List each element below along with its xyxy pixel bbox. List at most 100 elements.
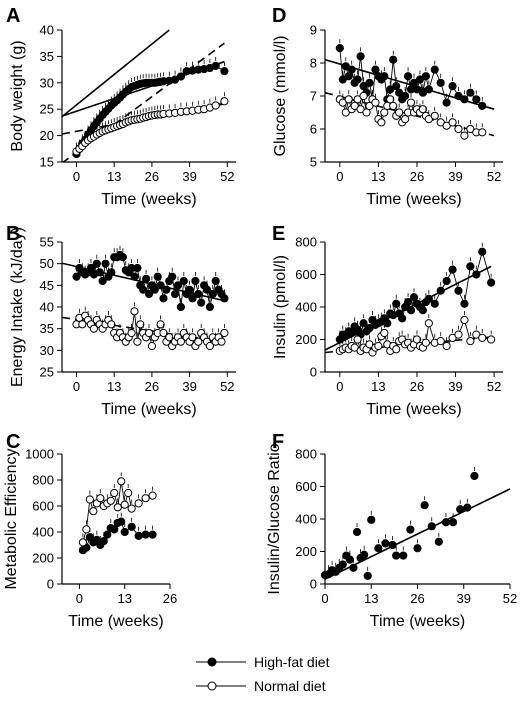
filled-point (463, 503, 472, 512)
filled-point (148, 530, 157, 539)
legend-item: Normal diet (196, 678, 326, 694)
filled-point (403, 298, 413, 307)
filled-point (466, 88, 475, 97)
filled-point (383, 319, 392, 328)
open-point (133, 337, 142, 346)
filled-point (434, 537, 443, 546)
x-tick-label: 39 (448, 169, 462, 184)
x-tick-label: 0 (336, 169, 343, 184)
panel-a: A 15 20 25 30 35 40 0 13 26 39 52 Time (weeks) Body w… (6, 5, 236, 208)
y-tick-label: 200 (295, 332, 317, 347)
filled-point (442, 98, 451, 107)
filled-point (335, 44, 344, 53)
open-point (395, 108, 404, 117)
filled-point (478, 101, 487, 111)
filled-point (191, 276, 200, 286)
x-tick-label: 0 (73, 379, 80, 394)
open-point (478, 333, 487, 342)
filled-point (72, 272, 81, 281)
y-tick-label: 30 (40, 343, 54, 358)
open-point (406, 98, 416, 107)
open-point (159, 328, 168, 338)
open-point (374, 341, 383, 351)
open-point (448, 118, 457, 127)
open-point (386, 95, 395, 104)
x-tick-label: 26 (145, 169, 159, 184)
filled-point (456, 505, 465, 514)
y-tick-label: 0 (310, 577, 317, 592)
filled-point (353, 75, 362, 84)
open-point (148, 491, 157, 500)
open-point (106, 496, 115, 505)
filled-point (99, 537, 108, 546)
y-tick-label: 15 (40, 155, 54, 170)
x-tick-label: 26 (410, 379, 424, 394)
legend-item: High-fat diet (196, 654, 330, 670)
y-tick-label: 50 (40, 256, 54, 271)
x-tick-label: 26 (163, 591, 177, 606)
filled-point (430, 65, 439, 74)
y-tick-label: 20 (40, 128, 54, 143)
y-axis-title: Energy Intake (kJ/day) (9, 227, 26, 387)
filled-point (365, 78, 374, 87)
filled-point (103, 530, 112, 539)
filled-point (176, 302, 185, 312)
filled-point (389, 55, 398, 64)
x-axis-title: Time (weeks) (101, 191, 196, 208)
open-point (188, 333, 197, 342)
filled-point (392, 299, 401, 308)
filled-point (448, 518, 458, 527)
filled-point (392, 551, 401, 560)
x-axis-title: Time (weeks) (370, 613, 465, 630)
open-point (89, 507, 98, 516)
open-point (430, 111, 439, 120)
high-fat-series (320, 466, 479, 580)
filled-point (120, 527, 129, 537)
legend-marker (207, 657, 217, 667)
open-point (127, 504, 136, 513)
filled-point (359, 319, 368, 328)
x-axis-title: Time (weeks) (366, 401, 461, 418)
x-tick-label: 52 (503, 591, 517, 606)
filled-point (371, 65, 380, 74)
panel-letter: F (272, 431, 284, 453)
filled-point (401, 91, 410, 101)
open-point (117, 477, 126, 486)
filled-point (436, 78, 445, 87)
filled-point (427, 522, 436, 531)
filled-point (202, 285, 212, 294)
filled-point (142, 274, 151, 283)
high-fat-series (335, 242, 496, 344)
open-point (89, 324, 99, 333)
x-tick-label: 52 (220, 379, 234, 394)
filled-point (117, 517, 126, 526)
filled-point (171, 289, 180, 299)
open-point (412, 335, 422, 344)
filled-point (179, 276, 188, 286)
y-tick-label: 35 (40, 321, 54, 336)
x-tick-label: 0 (336, 379, 343, 394)
normal-series (335, 311, 496, 357)
y-tick-label: 5 (310, 155, 317, 170)
filled-point (347, 65, 356, 74)
filled-point (403, 72, 413, 81)
y-tick-label: 800 (295, 235, 317, 250)
filled-point (127, 522, 136, 531)
panel-letter: E (272, 223, 285, 245)
series-line (76, 254, 225, 308)
x-tick-label: 13 (371, 169, 385, 184)
filled-point (162, 285, 171, 294)
filled-point (398, 314, 407, 323)
open-point (487, 335, 496, 344)
y-tick-label: 400 (295, 512, 317, 527)
filled-point (406, 306, 416, 315)
panel-f: F 0 200 400 600 800 0 13 26 39 52 Time (weeks) Insul… (266, 431, 517, 630)
filled-point (118, 253, 128, 262)
filled-point (130, 272, 139, 281)
open-point (205, 341, 214, 351)
x-tick-label: 39 (182, 169, 196, 184)
panel-e: E 0 200 400 600 800 0 13 26 39 52 Time (weeks) Insul… (272, 223, 503, 418)
filled-point (409, 293, 419, 302)
high-fat-series (72, 246, 229, 312)
